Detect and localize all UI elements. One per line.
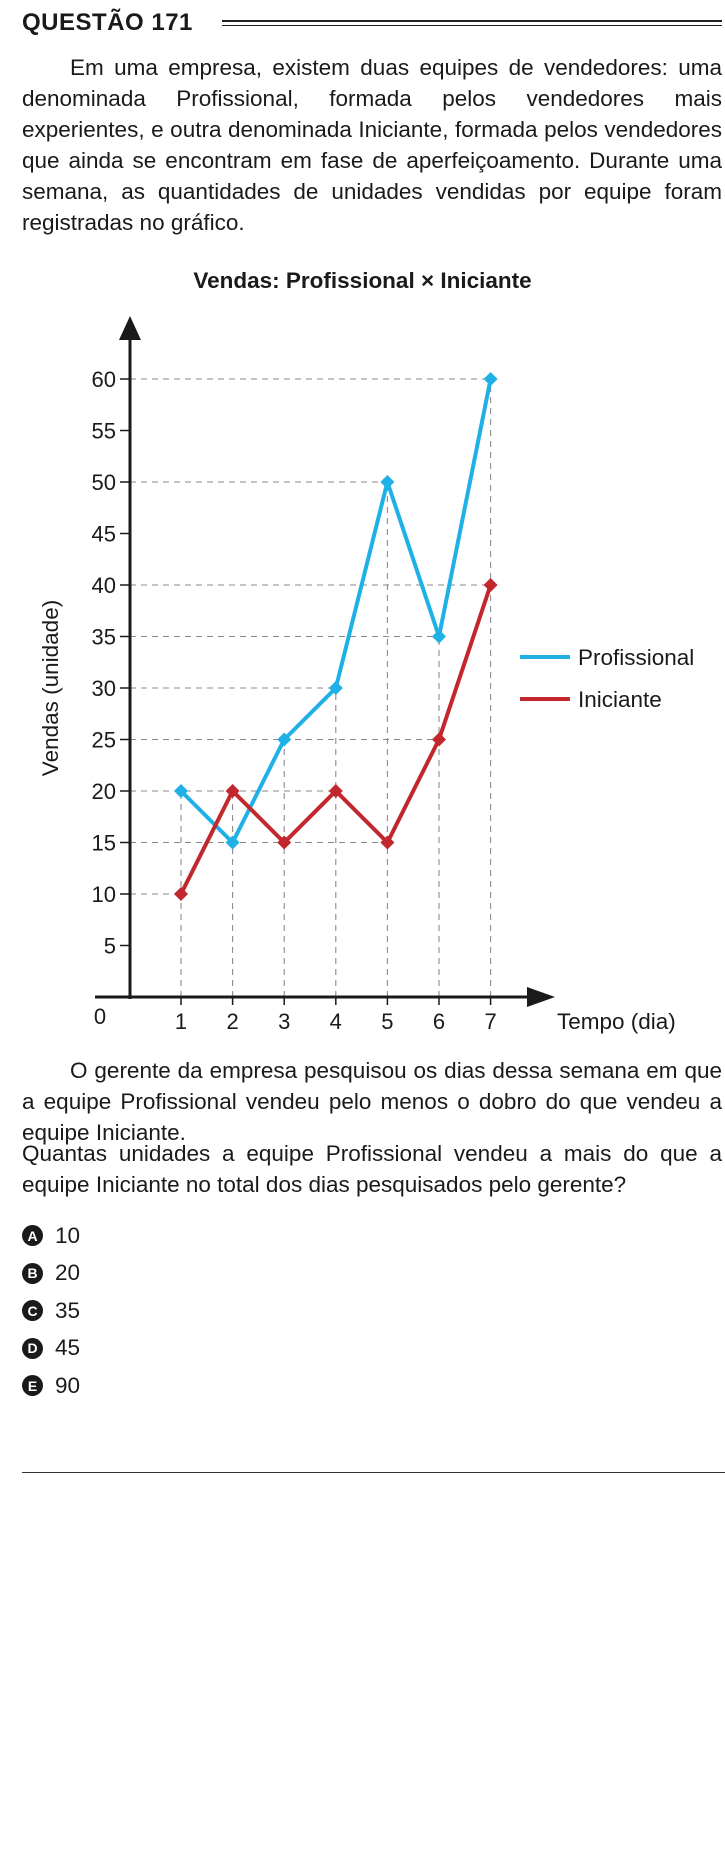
data-point-profissional-3: [277, 732, 292, 747]
x-axis-arrow-icon: [527, 987, 555, 1007]
data-point-profissional-7: [483, 372, 498, 386]
origin-label: 0: [94, 1004, 106, 1029]
y-tick-label-50: 50: [92, 470, 116, 495]
intro-paragraph: Em uma empresa, existem duas equipes de …: [22, 55, 722, 235]
chart-legend: Profissional Iniciante: [520, 645, 694, 712]
y-tick-label-55: 55: [92, 419, 116, 444]
data-point-profissional-1: [174, 784, 188, 798]
data-point-profissional-4: [328, 681, 343, 695]
option-a[interactable]: A 10: [22, 1217, 80, 1255]
data-point-profissional-6: [432, 629, 446, 644]
y-tick-label-35: 35: [92, 625, 116, 650]
data-point-iniciante-1: [174, 887, 188, 901]
x-tick-label-5: 5: [381, 1009, 393, 1034]
chart-title: Vendas: Profissional × Iniciante: [193, 268, 532, 293]
data-point-iniciante-7: [483, 578, 498, 592]
data-point-iniciante-6: [432, 732, 446, 747]
y-tick-label-40: 40: [92, 573, 116, 598]
y-tick-label-45: 45: [92, 522, 116, 547]
legend-label-iniciante: Iniciante: [578, 687, 662, 712]
option-b-text: 20: [55, 1260, 81, 1286]
option-d-text: 45: [55, 1335, 81, 1361]
question-header: QUESTÃO 171: [22, 6, 722, 40]
option-b[interactable]: B 20: [22, 1255, 80, 1293]
y-tick-label-15: 15: [92, 831, 116, 856]
option-b-badge: B: [22, 1262, 43, 1284]
x-tick-label-3: 3: [278, 1009, 290, 1034]
question-title: QUESTÃO 171: [22, 9, 193, 36]
legend-label-profissional: Profissional: [578, 645, 694, 670]
y-tick-label-60: 60: [92, 367, 116, 392]
data-point-iniciante-4: [328, 784, 343, 798]
y-tick-label-5: 5: [104, 934, 116, 959]
option-e-text: 90: [55, 1372, 81, 1398]
option-a-badge: A: [22, 1225, 43, 1247]
option-e-badge: E: [22, 1375, 43, 1397]
option-a-text: 10: [55, 1222, 81, 1248]
context-paragraph: O gerente da empresa pesquisou os dias d…: [22, 1058, 722, 1145]
x-tick-label-2: 2: [226, 1009, 238, 1034]
y-tick-label-25: 25: [92, 728, 116, 753]
chart-series: [174, 372, 498, 901]
data-point-profissional-2: [225, 835, 240, 850]
x-tick-label-4: 4: [330, 1009, 342, 1034]
y-axis-arrow-icon: [119, 316, 141, 340]
data-point-iniciante-5: [380, 835, 395, 850]
y-tick-label-10: 10: [92, 882, 116, 907]
data-point-iniciante-2: [225, 784, 240, 798]
y-tick-label-20: 20: [92, 779, 116, 804]
question-text: Quantas unidades a equipe Profissional v…: [22, 1141, 722, 1197]
option-c[interactable]: C 35: [22, 1292, 80, 1330]
x-axis-label: Tempo (dia): [557, 1009, 676, 1034]
option-d[interactable]: D 45: [22, 1330, 80, 1368]
answer-options: A 10 B 20 C 35 D 45 E 90: [22, 1217, 80, 1405]
header-double-rule: [222, 20, 722, 26]
bottom-rule: [22, 1472, 725, 1473]
chart-axes: [95, 316, 555, 1007]
data-point-profissional-5: [380, 475, 395, 489]
option-e[interactable]: E 90: [22, 1367, 80, 1405]
chart-grid: [130, 378, 492, 997]
x-tick-label-1: 1: [175, 1009, 187, 1034]
x-tick-label-6: 6: [433, 1009, 445, 1034]
x-tick-label-7: 7: [484, 1009, 496, 1034]
y-axis-label: Vendas (unidade): [38, 600, 63, 776]
y-tick-label-30: 30: [92, 676, 116, 701]
option-c-text: 35: [55, 1297, 81, 1323]
data-point-iniciante-3: [277, 835, 292, 850]
option-d-badge: D: [22, 1337, 43, 1359]
option-c-badge: C: [22, 1300, 43, 1322]
